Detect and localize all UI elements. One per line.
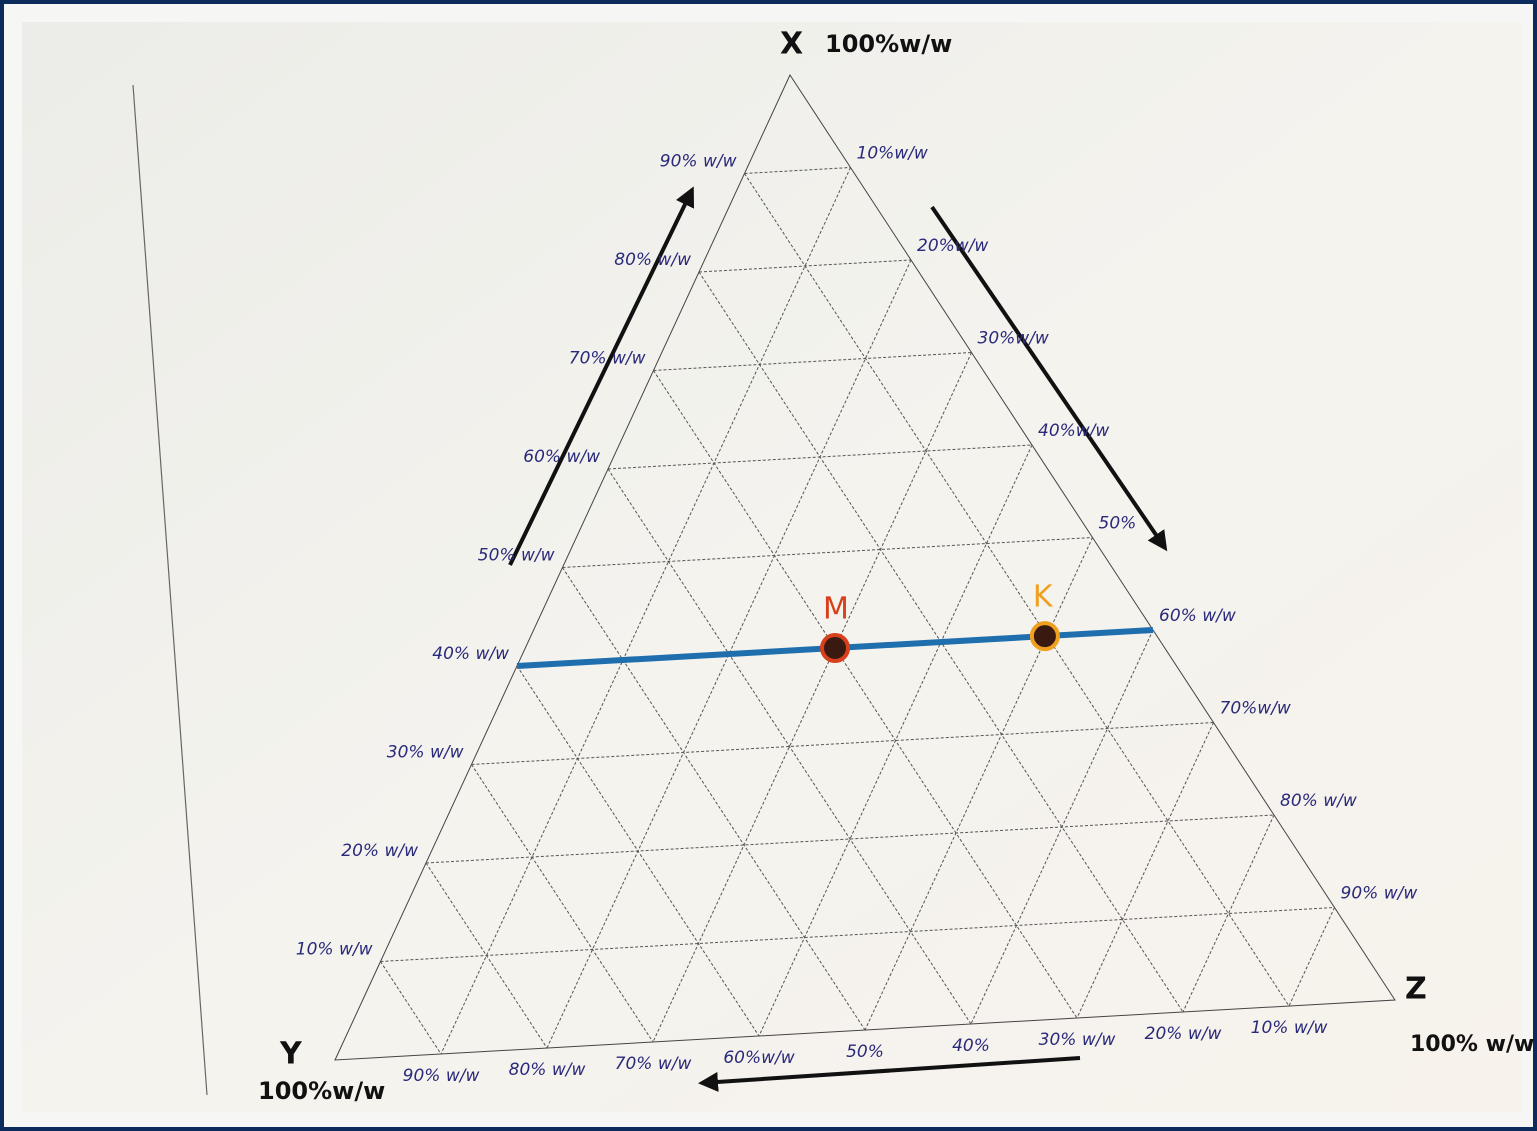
vertex-letter: Y: [279, 1037, 303, 1072]
side-label: 50% w/w: [478, 546, 555, 566]
side-label: 70%w/w: [1220, 699, 1291, 719]
side-label: 40%: [952, 1036, 990, 1056]
side-label: 80% w/w: [614, 250, 691, 270]
arrow: [930, 205, 1168, 552]
grid-line: [425, 862, 548, 1049]
grid-line: [607, 468, 972, 1025]
side-label: 30%w/w: [978, 329, 1049, 349]
grid-line: [652, 352, 972, 1043]
side-label: 90% w/w: [403, 1066, 480, 1086]
grid-line: [744, 173, 1290, 1007]
grid-line: [562, 567, 866, 1031]
arrow: [698, 1056, 1081, 1092]
side-label: 60% w/w: [523, 447, 600, 467]
grid-line: [864, 537, 1093, 1031]
paper: [22, 22, 1522, 1112]
side-label: 60% w/w: [1159, 606, 1236, 626]
grid-line: [744, 167, 851, 174]
side-label: 10%w/w: [857, 144, 928, 164]
grid-line: [970, 629, 1154, 1025]
side-label: 50%: [846, 1042, 884, 1062]
grid-line: [471, 722, 1214, 765]
vertex-label: 100% w/w: [1410, 1032, 1534, 1057]
grid-line: [440, 167, 851, 1055]
grid-line: [1288, 907, 1335, 1007]
side-label: 40%w/w: [1038, 421, 1109, 441]
vertex-label: 100%w/w: [258, 1077, 385, 1105]
side-label: 10% w/w: [296, 940, 373, 960]
grid-line: [425, 814, 1275, 864]
grid-line: [653, 370, 1078, 1019]
side-label: 30% w/w: [1039, 1030, 1116, 1050]
arrow: [508, 186, 695, 566]
grid-line: [380, 907, 1335, 962]
margin-line: [132, 84, 208, 1096]
side-label: 60%w/w: [723, 1048, 794, 1068]
grid-line: [380, 961, 442, 1055]
side-label: 20%w/w: [917, 236, 988, 256]
grid-line: [1182, 814, 1275, 1013]
side-label: 80% w/w: [509, 1060, 586, 1080]
vertex-letter: Z: [1405, 972, 1427, 1007]
point-label: K: [1033, 580, 1054, 615]
side-label: 70% w/w: [615, 1054, 692, 1074]
side-label: 80% w/w: [1280, 791, 1357, 811]
point-label: M: [823, 592, 849, 627]
vertex-letter: X: [780, 27, 803, 62]
side-label: 10% w/w: [1251, 1018, 1328, 1038]
point-marker: [1029, 621, 1060, 652]
grid-line: [562, 537, 1093, 568]
grid-line: [653, 352, 972, 371]
grid-line: [471, 764, 654, 1043]
side-label: 20% w/w: [1145, 1024, 1222, 1044]
side-label: 40% w/w: [432, 644, 509, 664]
side-label: 30% w/w: [387, 743, 464, 763]
side-label: 20% w/w: [341, 841, 418, 861]
grid-line: [1076, 722, 1214, 1019]
side-label: 70% w/w: [569, 349, 646, 369]
vertex-label: 100%w/w: [825, 30, 952, 58]
point-marker: [820, 633, 850, 663]
side-label: 50%: [1099, 514, 1137, 534]
side-label: 90% w/w: [660, 152, 737, 172]
side-label: 90% w/w: [1341, 884, 1418, 904]
ternary-plot: 10% w/w 20% w/w 30% w/w 40% w/w 50% w/w 60% w…: [258, 27, 1534, 1106]
